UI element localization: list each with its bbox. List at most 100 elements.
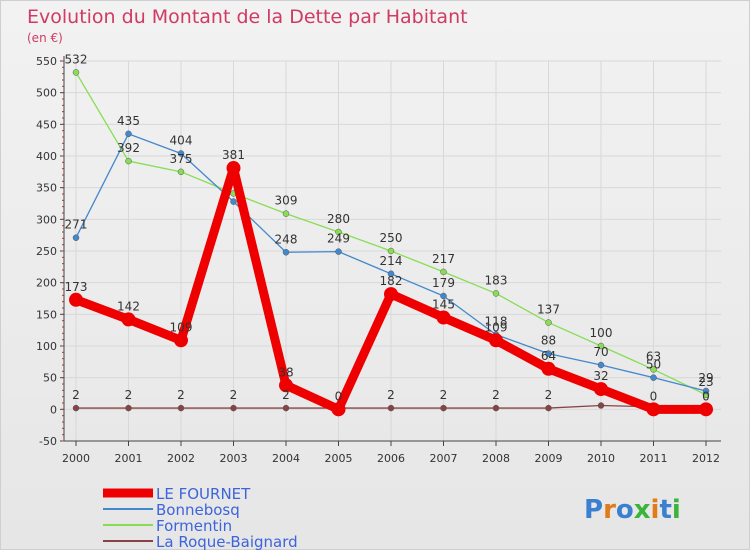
- point-la-roque-baignard: [177, 404, 185, 412]
- data-label-formentin: 280: [327, 212, 350, 226]
- point-la-roque-baignard: [125, 404, 132, 412]
- point-formentin: [597, 342, 605, 350]
- point-le-fournet: [331, 402, 346, 417]
- logo-letter: t: [659, 495, 671, 525]
- y-tick-label: 0: [50, 403, 57, 416]
- x-tick-label: 2006: [377, 452, 405, 465]
- data-label-le-fournet: 32: [593, 369, 608, 383]
- y-tick-label: 400: [36, 150, 57, 163]
- data-label-la-roque-baignard: 2: [492, 388, 500, 402]
- legend-label-bonnebosq: Bonnebosq: [156, 501, 240, 519]
- x-tick-label: 2004: [272, 452, 300, 465]
- y-tick-label: 50: [43, 372, 57, 385]
- point-formentin: [545, 319, 552, 326]
- point-bonnebosq: [72, 234, 80, 241]
- data-label-bonnebosq: 214: [380, 254, 403, 268]
- y-tick-label: 300: [36, 213, 57, 226]
- logo-letter: r: [603, 495, 616, 525]
- y-tick-label: 150: [36, 308, 57, 321]
- data-label-bonnebosq: 29: [698, 371, 713, 385]
- point-formentin: [72, 69, 80, 76]
- data-label-bonnebosq: 118: [485, 315, 508, 329]
- point-formentin: [282, 210, 290, 217]
- point-le-fournet: [69, 292, 83, 307]
- point-formentin: [387, 247, 395, 255]
- data-label-le-fournet: 0: [335, 389, 343, 403]
- data-label-le-fournet: 182: [380, 274, 403, 288]
- data-label-la-roque-baignard: 2: [125, 388, 133, 402]
- point-bonnebosq: [545, 350, 552, 357]
- point-la-roque-baignard: [387, 404, 395, 412]
- y-tick-label: 250: [36, 245, 57, 258]
- point-la-roque-baignard: [597, 402, 605, 409]
- legend-label-la-roque-baignard: La Roque-Baignard: [156, 533, 298, 551]
- chart-subtitle: (en €): [27, 31, 63, 45]
- data-label-le-fournet: 381: [222, 148, 245, 162]
- x-tick-label: 2009: [535, 452, 563, 465]
- y-tick-label: 200: [36, 277, 57, 290]
- x-tick-label: 2001: [115, 452, 143, 465]
- point-bonnebosq: [230, 198, 237, 205]
- logo-letter: P: [584, 495, 603, 525]
- data-label-la-roque-baignard: 2: [230, 388, 238, 402]
- legend-label-formentin: Formentin: [156, 517, 232, 535]
- proxiti-logo: Proxiti: [584, 495, 681, 525]
- point-le-fournet: [226, 161, 241, 176]
- y-tick-label: 350: [36, 182, 57, 195]
- x-tick-label: 2012: [692, 452, 720, 465]
- legend-label-le-fournet: LE FOURNET: [156, 485, 251, 503]
- data-label-formentin: 392: [117, 141, 140, 155]
- chart-title: Evolution du Montant de la Dette par Hab…: [27, 6, 468, 28]
- y-tick-label: -50: [39, 435, 57, 448]
- data-label-la-roque-baignard: 2: [282, 388, 290, 402]
- point-le-fournet: [174, 333, 188, 348]
- data-label-formentin: 137: [537, 303, 560, 317]
- data-label-le-fournet: 173: [65, 280, 88, 294]
- point-bonnebosq: [440, 292, 447, 300]
- y-tick-label: 100: [36, 340, 57, 353]
- point-formentin: [177, 168, 185, 176]
- point-le-fournet: [594, 382, 608, 397]
- logo-letter: i: [651, 495, 660, 525]
- data-label-formentin: 532: [65, 52, 88, 66]
- data-label-le-fournet: 109: [485, 320, 508, 334]
- point-formentin: [440, 268, 447, 276]
- data-label-la-roque-baignard: 2: [177, 388, 185, 402]
- point-bonnebosq: [335, 248, 342, 255]
- point-la-roque-baignard: [492, 404, 500, 412]
- point-formentin: [650, 366, 657, 373]
- data-label-formentin: 23: [698, 375, 713, 389]
- data-labels: 5323923753092802502171831371006323271435…: [65, 52, 714, 403]
- data-label-bonnebosq: 70: [593, 345, 608, 359]
- series-lines: [69, 69, 713, 417]
- data-label-bonnebosq: 50: [646, 358, 661, 372]
- data-label-formentin: 217: [432, 252, 455, 266]
- x-tick-label: 2000: [62, 452, 90, 465]
- x-tick-label: 2010: [587, 452, 615, 465]
- point-le-fournet: [279, 378, 293, 393]
- logo-letter: x: [634, 495, 651, 525]
- point-le-fournet: [699, 402, 713, 417]
- y-tick-label: 450: [36, 118, 57, 131]
- data-label-bonnebosq: 88: [541, 334, 556, 348]
- data-label-la-roque-baignard: 2: [387, 388, 395, 402]
- data-label-formentin: 250: [380, 231, 403, 245]
- point-le-fournet: [489, 333, 503, 348]
- point-bonnebosq: [125, 130, 132, 138]
- point-le-fournet: [121, 312, 136, 327]
- data-label-le-fournet: 64: [541, 349, 556, 363]
- point-la-roque-baignard: [72, 404, 80, 412]
- point-la-roque-baignard: [545, 404, 552, 412]
- point-la-roque-baignard: [230, 404, 237, 412]
- point-le-fournet: [436, 310, 451, 325]
- data-label-le-fournet: 38: [278, 365, 293, 379]
- data-label-bonnebosq: 249: [327, 232, 350, 246]
- data-label-bonnebosq: 404: [170, 133, 193, 147]
- x-tick-label: 2011: [640, 452, 668, 465]
- logo-letter: i: [672, 495, 681, 525]
- data-label-formentin: 375: [170, 152, 193, 166]
- x-tick-label: 2005: [325, 452, 353, 465]
- data-label-le-fournet: 142: [117, 299, 140, 313]
